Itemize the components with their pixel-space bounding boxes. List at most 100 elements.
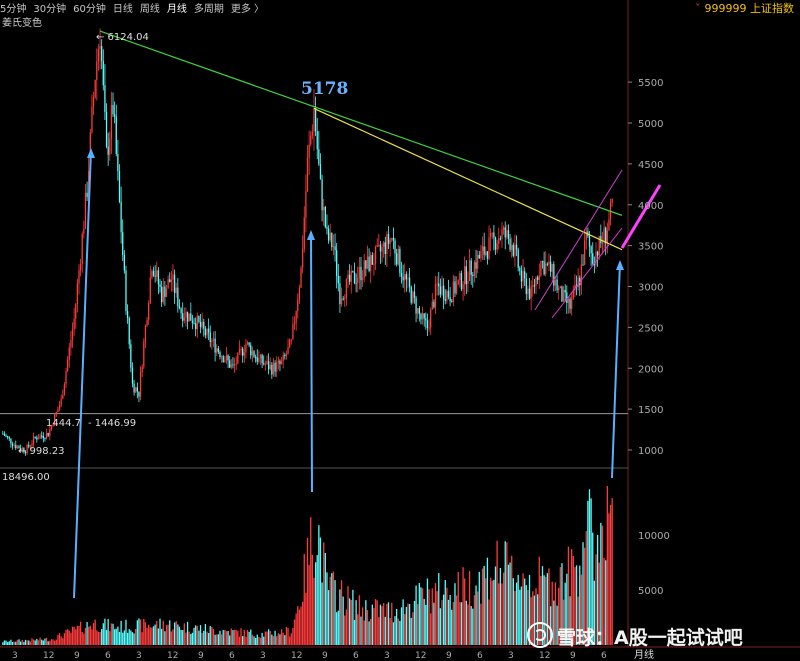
candle-body [227,355,229,361]
volume-bar [7,642,9,645]
volume-bar [164,631,166,645]
period-tab-3[interactable]: 日线 [112,4,133,15]
volume-bar [515,582,518,645]
candle-body [29,445,32,447]
volume-bar [543,575,545,645]
volume-bar [472,608,474,645]
volume-bar [449,594,451,645]
trendlines [73,30,662,599]
volume-bar [535,588,537,645]
volume-bar [582,542,584,645]
volume-bar [122,632,124,645]
volume-bar [263,636,265,645]
volume-bar [323,542,325,645]
volume-bar [89,625,91,645]
volume-bar [276,636,278,645]
blue-arrow [73,149,92,599]
candle-body [60,398,62,406]
candle-body [551,264,553,272]
period-tab-4[interactable]: 周线 [139,4,160,15]
period-toolbar: 5分钟 30分钟 60分钟 日线 周线 月线 多周期 更多 〉 [0,0,630,15]
volume-bar [272,636,275,645]
period-tab-5[interactable]: 月线 [166,4,187,15]
candle-body [11,443,14,446]
candle-body [394,240,396,254]
volume-bar [225,631,228,645]
candle-body [41,435,43,437]
candle-body [190,313,192,321]
blue-arrow [611,261,621,479]
volume-bar [135,628,137,645]
candle-body [353,272,356,283]
x-tick-label: 3 [12,651,18,661]
volume-bar [400,607,403,645]
volume-bar [62,638,64,645]
volume-bar [50,639,53,645]
period-tab-7[interactable]: 更多 〉 [230,4,265,15]
period-tab-2[interactable]: 60分钟 [73,4,106,15]
candle-body [457,280,459,285]
volume-bar [601,525,604,645]
volume-bar [520,586,523,645]
candle-body [289,340,291,348]
candle-body [407,277,409,280]
volume-bar [92,623,95,645]
candle-body [185,311,187,318]
candle-body [441,285,443,295]
volume-bar [321,582,323,645]
period-tab-0[interactable]: 5分钟 [0,4,27,15]
period-tab-6[interactable]: 多周期 [193,4,224,15]
volume-bar [185,632,187,645]
candle-body [329,232,331,241]
candle-body [467,281,469,284]
candle-body [133,383,135,393]
volume-bar [8,641,10,645]
volume-bar [548,568,550,645]
candle-body [253,351,255,357]
volume-bar [595,554,597,645]
candle-body [70,340,72,348]
candle-body [49,429,51,437]
candle-body [541,261,544,263]
candle-body [207,328,210,333]
volume-bar [300,606,302,645]
volume-bar [566,573,568,645]
candle-body [371,255,373,265]
candle-body [365,260,367,269]
volume-bar [298,609,301,645]
candle-body [413,291,416,298]
candle-body [237,352,239,364]
volume-bar [216,634,218,645]
volume-bar [361,607,364,645]
volume-bar [433,602,435,645]
volume-bar [532,591,534,645]
volume-bar [391,602,393,645]
volume-bar [326,572,328,645]
candle-body [452,281,455,303]
volume-bar [180,630,182,645]
ticker-readout[interactable]: ˇ 999999 上证指数 [695,0,794,16]
candle-body [567,298,570,303]
volume-bar [172,629,174,645]
volume-bar [246,629,249,645]
candle-body [527,288,529,295]
volume-bar [316,555,318,645]
volume-bar [420,587,422,645]
candle-body [571,298,573,309]
volume-bar [319,537,322,645]
volume-bar [370,619,372,645]
period-tab-1[interactable]: 30分钟 [33,4,67,15]
candle-body [230,364,232,368]
candle-body [605,227,607,244]
volume-bar [267,629,270,645]
volume-bar [115,628,117,645]
candle-body [415,297,417,314]
candle-body [318,149,320,165]
candle-body [126,311,129,319]
candle-body [514,244,516,256]
candle-body [13,444,15,446]
candle-body [337,275,339,284]
candle-body [10,438,12,444]
x-tick-label: 3 [508,651,514,661]
